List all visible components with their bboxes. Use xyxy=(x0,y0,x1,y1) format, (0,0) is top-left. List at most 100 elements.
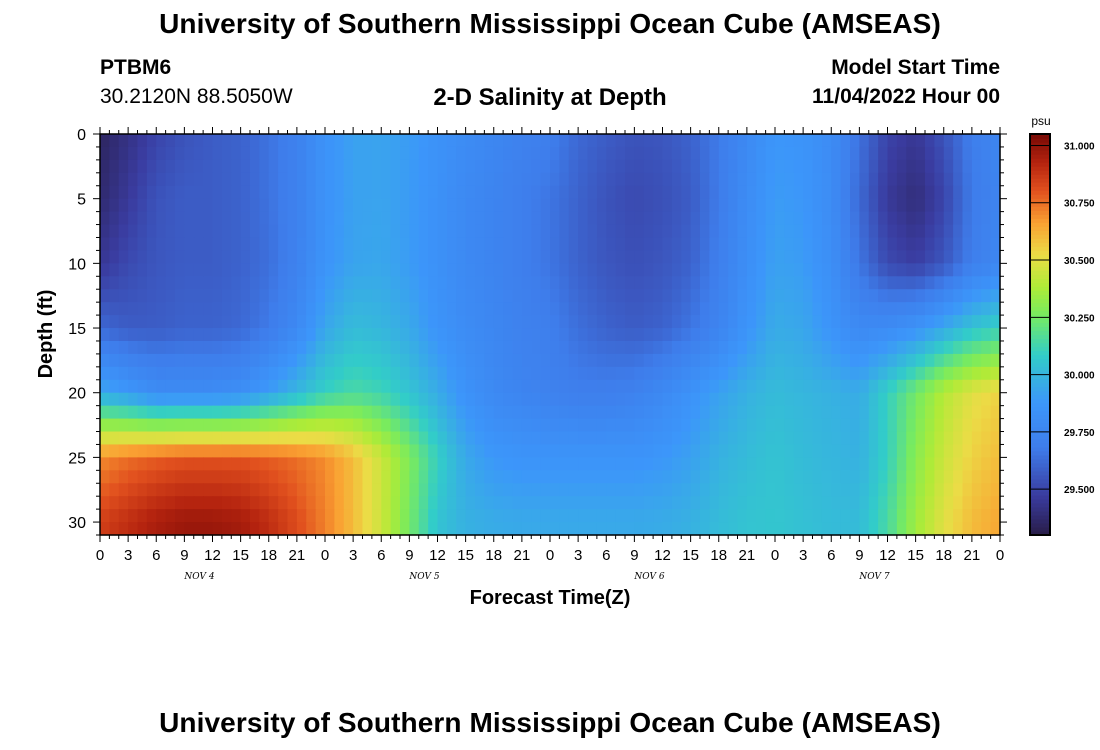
heat-cell xyxy=(990,159,1001,174)
heat-cell xyxy=(728,405,739,420)
heat-cell xyxy=(484,198,495,213)
heat-cell xyxy=(868,263,879,277)
heat-cell xyxy=(925,431,935,446)
heat-cell xyxy=(475,185,485,200)
heat-cell xyxy=(681,315,692,329)
heat-cell xyxy=(821,457,832,471)
heat-cell xyxy=(493,289,504,303)
heat-cell xyxy=(671,328,682,342)
heat-cell xyxy=(287,302,298,316)
heat-cell xyxy=(906,185,917,200)
heat-cell xyxy=(240,263,251,277)
heat-cell xyxy=(831,146,842,161)
heat-cell xyxy=(437,405,448,420)
heat-cell xyxy=(137,457,148,471)
heat-cell xyxy=(512,353,523,368)
x-tick-label: 15 xyxy=(682,547,699,564)
heat-cell xyxy=(371,418,382,433)
heat-cell xyxy=(278,289,289,303)
heat-cell xyxy=(109,470,120,484)
heat-cell xyxy=(446,392,457,407)
heat-cell xyxy=(175,509,185,523)
heat-cell xyxy=(484,224,495,239)
heat-cell xyxy=(512,340,523,355)
heat-cell xyxy=(643,431,654,446)
heat-cell xyxy=(596,289,607,303)
heat-cell xyxy=(334,224,345,239)
heat-cell xyxy=(981,444,992,458)
heat-cell xyxy=(325,276,335,290)
heat-cell xyxy=(718,444,729,458)
heat-cell xyxy=(868,276,879,290)
heat-cell xyxy=(353,353,364,368)
heat-cell xyxy=(175,405,185,420)
heat-cell xyxy=(681,392,692,407)
heat-cell xyxy=(934,444,945,458)
heat-cell xyxy=(784,224,795,239)
heat-cell xyxy=(128,379,139,394)
heat-cell xyxy=(709,522,720,536)
heat-cell xyxy=(953,340,964,355)
heat-cell xyxy=(184,328,195,342)
heat-cell xyxy=(887,509,898,523)
heat-cell xyxy=(915,263,926,277)
heat-cell xyxy=(250,302,260,316)
heat-cell xyxy=(540,211,551,226)
colorbar-segment xyxy=(1030,378,1050,384)
colorbar-segment xyxy=(1030,306,1050,312)
heat-cell xyxy=(971,405,982,420)
heat-cell xyxy=(784,379,795,394)
colorbar-segment xyxy=(1030,338,1050,344)
heat-cell xyxy=(568,340,579,355)
heat-cell xyxy=(606,444,617,458)
x-tick-label: 12 xyxy=(879,547,896,564)
heat-cell xyxy=(521,276,532,290)
heat-cell xyxy=(475,224,485,239)
heat-cell xyxy=(812,250,823,264)
heat-cell xyxy=(184,276,195,290)
heat-cell xyxy=(896,250,907,264)
heat-cell xyxy=(343,159,354,174)
heat-cell xyxy=(325,457,335,471)
heat-cell xyxy=(737,379,748,394)
heat-cell xyxy=(728,146,739,161)
heat-cell xyxy=(746,198,757,213)
heat-cell xyxy=(971,522,982,536)
heat-cell xyxy=(296,444,307,458)
colorbar-segment xyxy=(1030,502,1050,508)
heat-cell xyxy=(578,483,589,497)
heat-cell xyxy=(531,134,542,148)
heat-cell xyxy=(353,159,364,174)
heat-cell xyxy=(540,353,551,368)
heat-cell xyxy=(315,496,326,510)
heat-cell xyxy=(203,276,214,290)
heat-cell xyxy=(118,237,129,252)
heat-cell xyxy=(437,172,448,187)
heat-cell xyxy=(315,379,326,394)
heat-cell xyxy=(690,250,701,264)
heat-cell xyxy=(240,431,251,446)
heat-cell xyxy=(409,159,420,174)
heat-cell xyxy=(625,405,635,420)
heat-cell xyxy=(465,328,476,342)
heat-cell xyxy=(353,289,364,303)
heat-cell xyxy=(981,146,992,161)
heat-cell xyxy=(175,483,185,497)
heat-cell xyxy=(859,431,870,446)
heat-cell xyxy=(287,366,298,381)
heat-cell xyxy=(250,509,260,523)
heat-cell xyxy=(821,340,832,355)
heat-cell xyxy=(896,509,907,523)
heat-cell xyxy=(784,509,795,523)
heat-cell xyxy=(671,366,682,381)
heat-cell xyxy=(250,250,260,264)
heat-cell xyxy=(146,250,157,264)
heat-cell xyxy=(503,250,514,264)
heat-cell xyxy=(915,250,926,264)
heat-cell xyxy=(100,405,110,420)
heat-cell xyxy=(981,431,992,446)
heat-cell xyxy=(840,392,851,407)
heat-cell xyxy=(915,509,926,523)
heat-cell xyxy=(718,366,729,381)
heat-cell xyxy=(268,224,279,239)
